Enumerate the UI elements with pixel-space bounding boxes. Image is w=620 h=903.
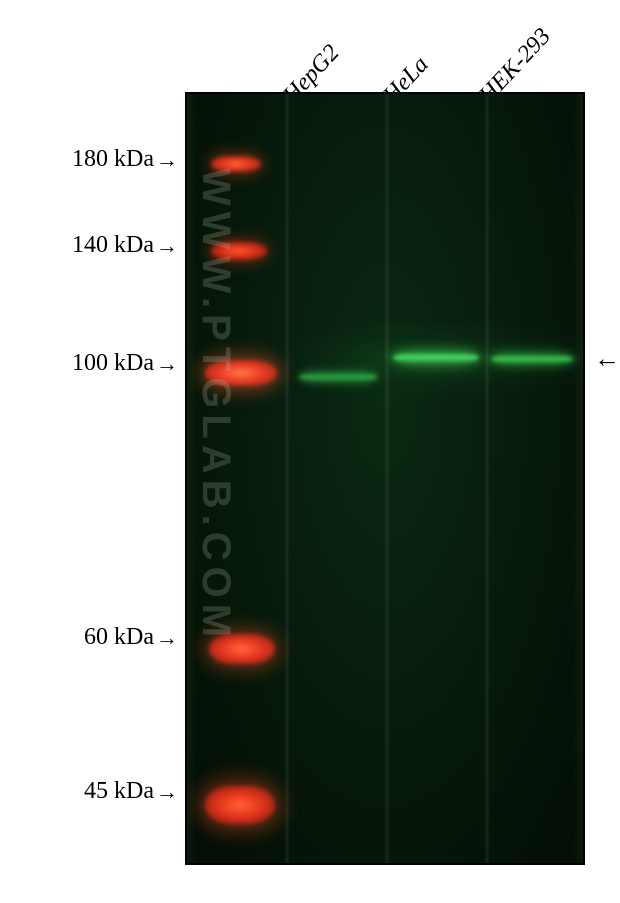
mw-label-text: 60 kDa xyxy=(84,624,154,650)
mw-label-60: 60 kDa→ xyxy=(84,624,178,651)
arrow-right-icon: → xyxy=(156,625,178,651)
lane-divider xyxy=(484,94,490,863)
lane-divider xyxy=(384,94,390,863)
arrow-right-icon: → xyxy=(156,147,178,173)
mw-label-text: 140 kDa xyxy=(72,232,154,258)
mw-label-text: 180 kDa xyxy=(72,146,154,172)
mw-label-text: 45 kDa xyxy=(84,778,154,804)
mw-label-100: 100 kDa→ xyxy=(72,350,178,377)
lane-divider xyxy=(284,94,290,863)
arrow-right-icon: → xyxy=(156,351,178,377)
mw-label-180: 180 kDa→ xyxy=(72,146,178,173)
green-band-hek293 xyxy=(491,354,573,364)
blot-frame: WWW.PTGLAB.COM xyxy=(185,92,585,865)
mw-label-text: 100 kDa xyxy=(72,350,154,376)
green-band-hepg2 xyxy=(299,372,377,382)
blot-background: WWW.PTGLAB.COM xyxy=(187,94,583,863)
ladder-band-45 xyxy=(205,786,275,824)
arrow-right-icon: → xyxy=(156,233,178,259)
green-band-hela xyxy=(393,352,479,363)
target-arrow-icon: ← xyxy=(594,344,620,374)
mw-label-45: 45 kDa→ xyxy=(84,778,178,805)
arrow-right-icon: → xyxy=(156,779,178,805)
gel-edge-highlight-right xyxy=(573,94,583,863)
watermark-text: WWW.PTGLAB.COM xyxy=(193,168,238,643)
figure-container: 180 kDa→ 140 kDa→ 100 kDa→ 60 kDa→ 45 kD… xyxy=(0,0,620,903)
mw-label-140: 140 kDa→ xyxy=(72,232,178,259)
